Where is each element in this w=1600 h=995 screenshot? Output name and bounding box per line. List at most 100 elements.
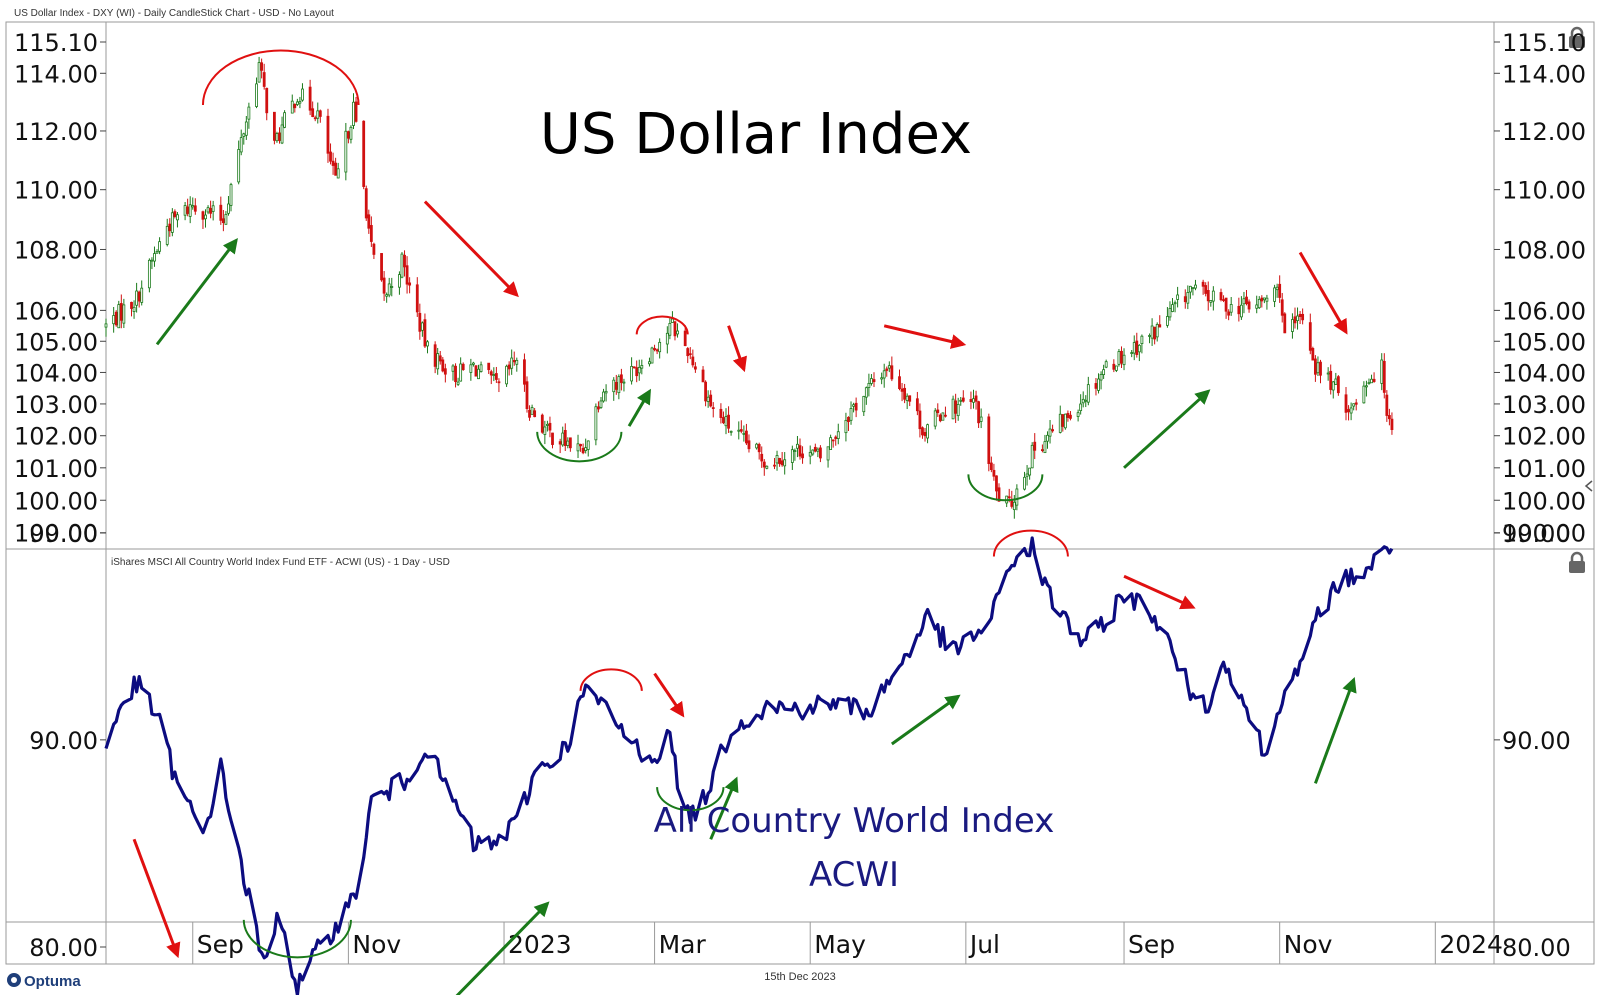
- candle-body: [854, 402, 858, 411]
- candle-body: [176, 214, 179, 221]
- candle-body: [579, 444, 582, 447]
- candle-body: [301, 88, 304, 101]
- acwi-title-line1: All Country World Index: [654, 801, 1055, 841]
- candle-body: [655, 349, 659, 352]
- candle-body: [1247, 301, 1251, 310]
- candle-body: [1140, 335, 1144, 345]
- candle-body: [280, 124, 284, 144]
- candle-body: [977, 401, 981, 424]
- dxy-ytick-label-right: 104.00: [1502, 359, 1586, 387]
- candle-body: [701, 369, 705, 383]
- candle-body: [780, 460, 784, 466]
- candle-body: [956, 403, 960, 417]
- dxy-ytick-label-left: 106.00: [14, 297, 98, 325]
- candle-body: [816, 448, 820, 452]
- candle-body: [1278, 283, 1282, 298]
- lock-icon[interactable]: [1569, 26, 1585, 48]
- candle-body: [885, 368, 889, 371]
- candle-body: [494, 373, 498, 380]
- candle-body: [1329, 370, 1333, 390]
- candle-body: [900, 388, 904, 392]
- candle-body: [617, 376, 621, 394]
- candle-body: [783, 459, 787, 467]
- candle-body: [1012, 501, 1016, 511]
- candle-body: [706, 396, 710, 402]
- candle-body: [1130, 352, 1134, 354]
- candle-body: [1148, 335, 1151, 337]
- dxy-up-arrow: [155, 238, 238, 346]
- candle-body: [1280, 299, 1284, 316]
- candle-body: [477, 368, 480, 380]
- candle-body: [1135, 340, 1139, 355]
- candle-body: [709, 394, 713, 407]
- candle-body: [673, 321, 677, 337]
- candle-body: [255, 83, 258, 107]
- candle-body: [798, 445, 802, 457]
- optuma-logo-icon[interactable]: Optuma: [7, 973, 81, 990]
- candle-body: [1168, 308, 1172, 318]
- candle-body: [224, 213, 228, 225]
- candle-body: [135, 290, 139, 306]
- acwi-ytick-label-right: 80.00: [1502, 934, 1571, 962]
- candle-body: [594, 406, 598, 441]
- candle-body: [487, 362, 491, 371]
- upper-panel-header: US Dollar Index - DXY (WI) - Daily Candl…: [14, 8, 334, 19]
- candle-body: [540, 414, 544, 433]
- candle-body: [1382, 360, 1386, 393]
- candle-body: [898, 376, 901, 390]
- candle-body: [630, 366, 634, 382]
- candle-body: [117, 304, 121, 329]
- candle-body: [622, 381, 626, 384]
- candle-body: [1291, 319, 1294, 332]
- candle-body: [887, 365, 891, 369]
- candle-body: [747, 440, 751, 450]
- candle-body: [923, 432, 927, 437]
- candle-body: [790, 449, 794, 463]
- candle-body: [1132, 342, 1136, 354]
- candle-body: [510, 357, 514, 369]
- candle-body: [1043, 441, 1047, 454]
- candle-body: [813, 446, 817, 452]
- lower-panel-header: iShares MSCI All Country World Index Fun…: [111, 557, 450, 568]
- lock-icon[interactable]: [1569, 551, 1585, 573]
- candle-body: [1365, 385, 1368, 388]
- candle-body: [1211, 290, 1215, 302]
- candle-body: [614, 381, 618, 390]
- candle-body: [722, 417, 725, 424]
- candle-body: [686, 348, 690, 357]
- candle-body: [1201, 281, 1205, 287]
- candle-body: [1063, 413, 1067, 429]
- candle-body: [1051, 429, 1054, 432]
- candle-body: [380, 253, 383, 281]
- dxy-ytick-label-right: 115.10: [1502, 29, 1586, 57]
- candle-body: [237, 149, 241, 183]
- candle-body: [1362, 385, 1366, 404]
- candle-body: [1347, 409, 1350, 413]
- candle-body: [1387, 415, 1391, 420]
- candle-body: [186, 206, 190, 214]
- acwi-ytick-label-right: 90.00: [1502, 727, 1571, 755]
- candle-body: [130, 301, 133, 309]
- candle-body: [454, 365, 457, 383]
- candle-body: [890, 365, 894, 380]
- acwi-down-arrow: [132, 838, 181, 959]
- candle-body: [938, 414, 942, 422]
- candle-body: [1015, 488, 1019, 506]
- candle-body: [158, 241, 161, 252]
- candle-body: [1262, 297, 1266, 301]
- collapse-arrow-icon[interactable]: [1584, 480, 1593, 492]
- dxy-ytick-label-right: 108.00: [1502, 236, 1586, 264]
- candle-body: [933, 410, 937, 427]
- candle-body: [739, 429, 743, 432]
- candle-body: [808, 451, 812, 457]
- candle-body: [1257, 298, 1261, 309]
- candle-body: [1058, 413, 1062, 433]
- candle-body: [1155, 324, 1159, 338]
- candle-body: [168, 223, 172, 232]
- candle-body: [760, 453, 764, 462]
- candle-body: [1081, 398, 1085, 404]
- candle-body: [757, 444, 761, 453]
- dxy-top-arc: [201, 49, 360, 105]
- candle-body: [1153, 326, 1157, 340]
- candle-body: [793, 450, 797, 452]
